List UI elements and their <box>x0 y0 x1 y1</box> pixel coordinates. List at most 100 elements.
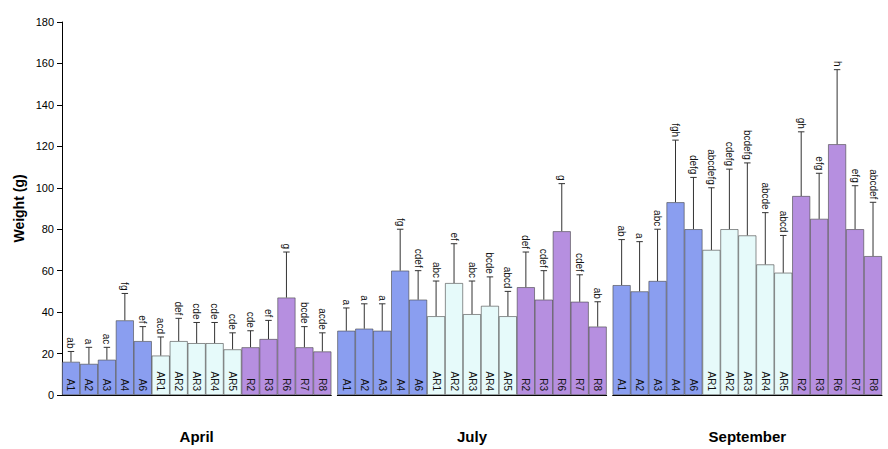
svg-text:bcdefg: bcdefg <box>742 130 753 160</box>
svg-text:A4: A4 <box>395 379 406 392</box>
svg-text:a: a <box>83 339 94 345</box>
svg-text:100: 100 <box>36 182 54 194</box>
svg-text:a: a <box>634 233 645 239</box>
svg-text:ab: ab <box>65 337 76 349</box>
svg-text:defg: defg <box>688 155 699 174</box>
svg-text:0: 0 <box>48 389 54 401</box>
svg-text:h: h <box>832 61 843 67</box>
svg-text:AR4: AR4 <box>209 372 220 392</box>
svg-text:R8: R8 <box>317 378 328 391</box>
svg-text:acde: acde <box>317 308 328 330</box>
svg-text:40: 40 <box>42 306 54 318</box>
svg-text:AR1: AR1 <box>706 372 717 392</box>
svg-text:R7: R7 <box>850 378 861 391</box>
svg-text:fg: fg <box>395 218 406 226</box>
svg-text:R6: R6 <box>281 378 292 391</box>
svg-text:abcd: abcd <box>502 267 513 289</box>
svg-text:R3: R3 <box>538 378 549 391</box>
svg-text:abc: abc <box>431 262 442 278</box>
svg-text:ef: ef <box>137 315 148 324</box>
svg-text:A2: A2 <box>634 379 645 392</box>
svg-text:A6: A6 <box>137 379 148 392</box>
svg-text:AR4: AR4 <box>760 372 771 392</box>
svg-text:cdefg: cdefg <box>724 142 735 166</box>
svg-text:cdef: cdef <box>574 253 585 272</box>
svg-text:cdef: cdef <box>413 249 424 268</box>
svg-text:80: 80 <box>42 223 54 235</box>
svg-text:abcde: abcde <box>760 182 771 210</box>
svg-text:bcde: bcde <box>299 302 310 324</box>
svg-text:AR1: AR1 <box>155 372 166 392</box>
svg-text:AR2: AR2 <box>173 372 184 392</box>
svg-text:A6: A6 <box>413 379 424 392</box>
svg-text:a: a <box>377 295 388 301</box>
svg-text:def: def <box>173 301 184 315</box>
svg-text:AR1: AR1 <box>431 372 442 392</box>
svg-text:20: 20 <box>42 348 54 360</box>
svg-text:R8: R8 <box>868 378 879 391</box>
svg-text:cde: cde <box>227 314 238 331</box>
svg-text:cde: cde <box>191 303 202 320</box>
svg-text:AR3: AR3 <box>742 372 753 392</box>
svg-text:60: 60 <box>42 265 54 277</box>
svg-text:180: 180 <box>36 16 54 28</box>
svg-text:cdef: cdef <box>538 249 549 268</box>
svg-text:a: a <box>341 299 352 305</box>
svg-text:ac: ac <box>101 334 112 345</box>
svg-text:July: July <box>457 428 488 445</box>
svg-text:AR4: AR4 <box>484 372 495 392</box>
svg-text:bcde: bcde <box>484 252 495 274</box>
svg-text:R6: R6 <box>556 378 567 391</box>
svg-text:acd: acd <box>155 318 166 334</box>
svg-text:Weight (g): Weight (g) <box>11 174 27 242</box>
svg-text:R7: R7 <box>299 378 310 391</box>
svg-text:ef: ef <box>449 232 460 241</box>
svg-text:AR5: AR5 <box>502 372 513 392</box>
svg-text:A1: A1 <box>65 379 76 392</box>
svg-text:R3: R3 <box>814 378 825 391</box>
svg-text:A3: A3 <box>101 379 112 392</box>
svg-text:cde: cde <box>245 312 256 329</box>
svg-text:ef: ef <box>263 309 274 318</box>
svg-text:abcd: abcd <box>778 211 789 233</box>
svg-text:AR5: AR5 <box>227 372 238 392</box>
svg-text:R8: R8 <box>592 378 603 391</box>
svg-text:ab: ab <box>616 225 627 237</box>
svg-text:abc: abc <box>652 210 663 226</box>
svg-text:A6: A6 <box>688 379 699 392</box>
svg-text:abcdef: abcdef <box>868 169 879 199</box>
svg-text:AR2: AR2 <box>724 372 735 392</box>
svg-text:R2: R2 <box>796 378 807 391</box>
svg-text:efg: efg <box>850 169 861 183</box>
svg-text:R2: R2 <box>520 378 531 391</box>
svg-text:fg: fg <box>119 282 130 290</box>
svg-text:A3: A3 <box>377 379 388 392</box>
svg-text:AR3: AR3 <box>467 372 478 392</box>
svg-text:ab: ab <box>592 288 603 300</box>
svg-text:A1: A1 <box>341 379 352 392</box>
svg-text:gh: gh <box>796 118 807 129</box>
svg-text:R2: R2 <box>245 378 256 391</box>
svg-text:AR3: AR3 <box>191 372 202 392</box>
svg-text:g: g <box>556 175 567 181</box>
svg-text:160: 160 <box>36 57 54 69</box>
svg-text:April: April <box>180 428 214 445</box>
svg-text:a: a <box>359 295 370 301</box>
svg-text:R7: R7 <box>574 378 585 391</box>
svg-text:efg: efg <box>814 156 825 170</box>
svg-text:140: 140 <box>36 99 54 111</box>
svg-text:g: g <box>281 243 292 249</box>
svg-text:September: September <box>709 428 787 445</box>
svg-text:A4: A4 <box>119 379 130 392</box>
svg-text:AR2: AR2 <box>449 372 460 392</box>
svg-text:120: 120 <box>36 140 54 152</box>
svg-text:A1: A1 <box>616 379 627 392</box>
svg-text:R6: R6 <box>832 378 843 391</box>
svg-text:R3: R3 <box>263 378 274 391</box>
svg-text:def: def <box>520 235 531 249</box>
svg-text:fgh: fgh <box>670 123 681 137</box>
svg-text:A4: A4 <box>670 379 681 392</box>
svg-text:A2: A2 <box>83 379 94 392</box>
svg-text:AR5: AR5 <box>778 372 789 392</box>
svg-text:abcdefg: abcdefg <box>706 149 717 185</box>
